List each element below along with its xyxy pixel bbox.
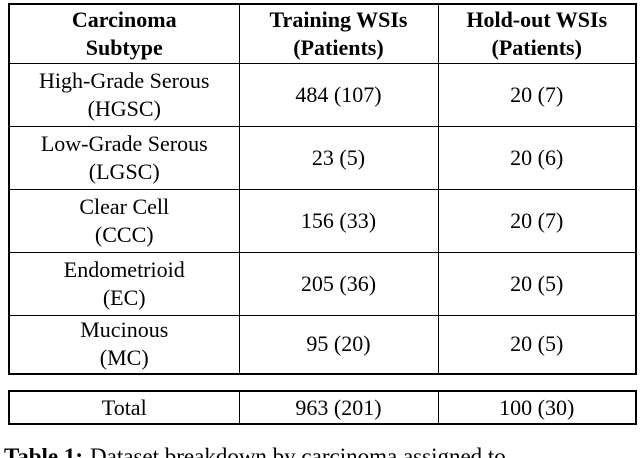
col-header-training-wsis: Training WSIs (Patients) bbox=[238, 3, 439, 64]
col-header-carcinoma-subtype: Carcinoma Subtype bbox=[8, 3, 240, 64]
subtype-abbr: (CCC) bbox=[94, 221, 154, 247]
subtype-name: Endometrioid bbox=[63, 256, 185, 282]
table-row-lgsc: Low-Grade Serous (LGSC) 23 (5) 20 (6) bbox=[8, 125, 637, 190]
holdout-count-cell: 20 (5) bbox=[437, 251, 637, 316]
subtype-abbr: (LGSC) bbox=[88, 158, 160, 184]
subtype-name: Mucinous bbox=[80, 317, 169, 343]
total-holdout-cell: 100 (30) bbox=[437, 390, 637, 425]
subtype-cell: High-Grade Serous (HGSC) bbox=[8, 62, 240, 127]
subtype-name: High-Grade Serous bbox=[39, 67, 210, 93]
table-caption-text: Dataset breakdown by carcinoma assigned … bbox=[90, 444, 506, 458]
table-row-ec: Endometrioid (EC) 205 (36) 20 (5) bbox=[8, 251, 637, 316]
holdout-count-cell: 20 (5) bbox=[437, 314, 637, 375]
header-line: Training WSIs bbox=[269, 6, 408, 32]
table-caption-label: Table 1: bbox=[4, 444, 84, 458]
header-line: (Patients) bbox=[491, 34, 582, 60]
dataset-table: Carcinoma Subtype Training WSIs (Patient… bbox=[8, 3, 637, 375]
subtype-cell: Clear Cell (CCC) bbox=[8, 188, 240, 253]
table-header-row: Carcinoma Subtype Training WSIs (Patient… bbox=[8, 3, 637, 64]
table-row-mc: Mucinous (MC) 95 (20) 20 (5) bbox=[8, 314, 637, 375]
holdout-count-cell: 20 (7) bbox=[437, 62, 637, 127]
col-header-holdout-wsis: Hold-out WSIs (Patients) bbox=[437, 3, 637, 64]
subtype-cell: Endometrioid (EC) bbox=[8, 251, 240, 316]
subtype-abbr: (MC) bbox=[99, 345, 149, 371]
table-row-total: Total 963 (201) 100 (30) bbox=[8, 390, 637, 425]
header-line: Subtype bbox=[85, 34, 163, 60]
subtype-name: Low-Grade Serous bbox=[40, 130, 208, 156]
holdout-count-cell: 20 (7) bbox=[437, 188, 637, 253]
subtype-cell: Low-Grade Serous (LGSC) bbox=[8, 125, 240, 190]
header-line: Hold-out WSIs bbox=[466, 6, 608, 32]
training-count-cell: 205 (36) bbox=[238, 251, 439, 316]
header-line: (Patients) bbox=[293, 34, 384, 60]
holdout-count-cell: 20 (6) bbox=[437, 125, 637, 190]
training-count-cell: 23 (5) bbox=[238, 125, 439, 190]
subtype-abbr: (HGSC) bbox=[87, 95, 161, 121]
table-row-ccc: Clear Cell (CCC) 156 (33) 20 (7) bbox=[8, 188, 637, 253]
header-line: Carcinoma bbox=[71, 6, 177, 32]
total-training-cell: 963 (201) bbox=[238, 390, 439, 425]
training-count-cell: 95 (20) bbox=[238, 314, 439, 375]
subtype-cell: Mucinous (MC) bbox=[8, 314, 240, 375]
subtype-name: Clear Cell bbox=[79, 193, 170, 219]
table-row-hgsc: High-Grade Serous (HGSC) 484 (107) 20 (7… bbox=[8, 62, 637, 127]
dataset-table-total: Total 963 (201) 100 (30) bbox=[8, 390, 637, 425]
training-count-cell: 484 (107) bbox=[238, 62, 439, 127]
training-count-cell: 156 (33) bbox=[238, 188, 439, 253]
table-caption: Table 1: Dataset breakdown by carcinoma a… bbox=[4, 442, 636, 458]
total-label-cell: Total bbox=[8, 390, 240, 425]
subtype-abbr: (EC) bbox=[102, 284, 146, 310]
